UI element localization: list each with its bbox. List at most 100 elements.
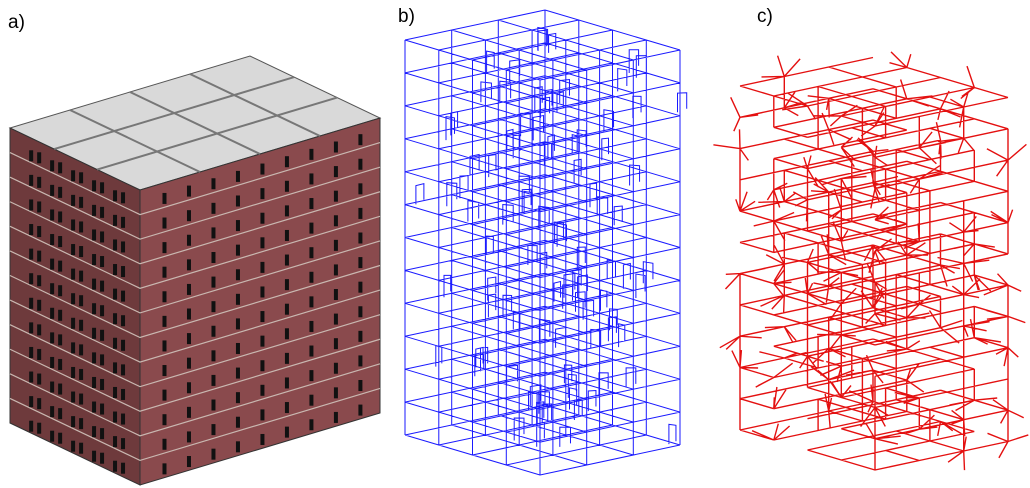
- window: [285, 181, 289, 192]
- window: [260, 213, 264, 224]
- window: [79, 221, 83, 232]
- window: [29, 224, 33, 235]
- window: [29, 347, 33, 358]
- window: [309, 370, 313, 381]
- window: [285, 255, 289, 266]
- window: [334, 412, 338, 423]
- window: [162, 390, 166, 401]
- window: [37, 374, 41, 385]
- window: [211, 424, 215, 435]
- window: [236, 294, 240, 305]
- window: [58, 384, 62, 395]
- window: [211, 203, 215, 214]
- window: [100, 404, 104, 415]
- window: [260, 360, 264, 371]
- window: [334, 264, 338, 275]
- window: [358, 183, 362, 194]
- window: [334, 314, 338, 325]
- window: [37, 300, 41, 311]
- window: [236, 171, 240, 182]
- window: [79, 320, 83, 331]
- window: [162, 316, 166, 327]
- window: [358, 331, 362, 342]
- graph-model: [713, 52, 1028, 470]
- window: [79, 418, 83, 429]
- window: [187, 333, 191, 344]
- figure: a) b) c): [0, 0, 1030, 488]
- window: [358, 306, 362, 317]
- building-render: [10, 56, 380, 485]
- window: [285, 279, 289, 290]
- window: [58, 261, 62, 272]
- window: [236, 392, 240, 403]
- window: [211, 449, 215, 460]
- window: [58, 162, 62, 173]
- window: [121, 414, 125, 425]
- window: [58, 433, 62, 444]
- window: [92, 279, 96, 290]
- window: [285, 328, 289, 339]
- window: [358, 208, 362, 219]
- window: [113, 387, 117, 398]
- window: [58, 334, 62, 345]
- window: [334, 166, 338, 177]
- window: [113, 289, 117, 300]
- window: [92, 377, 96, 388]
- panel-label: b): [398, 6, 415, 27]
- window: [100, 231, 104, 242]
- window: [187, 358, 191, 369]
- window: [50, 406, 54, 417]
- window: [236, 441, 240, 452]
- window: [236, 245, 240, 256]
- window: [211, 178, 215, 189]
- window: [121, 192, 125, 203]
- window: [58, 236, 62, 247]
- window: [211, 277, 215, 288]
- window: [79, 394, 83, 405]
- window: [50, 308, 54, 319]
- window: [211, 375, 215, 386]
- window: [37, 177, 41, 188]
- window: [260, 336, 264, 347]
- window: [29, 421, 33, 432]
- window: [71, 244, 75, 255]
- window: [58, 285, 62, 296]
- window: [358, 257, 362, 268]
- window: [79, 369, 83, 380]
- window: [113, 264, 117, 275]
- window: [260, 409, 264, 420]
- window: [29, 372, 33, 383]
- window: [37, 398, 41, 409]
- window: [334, 240, 338, 251]
- window: [187, 210, 191, 221]
- window: [79, 246, 83, 257]
- window: [92, 352, 96, 363]
- window: [50, 431, 54, 442]
- window: [309, 346, 313, 357]
- window: [309, 395, 313, 406]
- window: [260, 188, 264, 199]
- window: [50, 332, 54, 343]
- window: [236, 368, 240, 379]
- window: [113, 313, 117, 324]
- window: [236, 318, 240, 329]
- window: [236, 220, 240, 231]
- window: [162, 365, 166, 376]
- window: [121, 315, 125, 326]
- window: [29, 298, 33, 309]
- window: [29, 175, 33, 186]
- window: [334, 387, 338, 398]
- window: [334, 363, 338, 374]
- window: [71, 195, 75, 206]
- window: [100, 453, 104, 464]
- window: [29, 249, 33, 260]
- window: [50, 283, 54, 294]
- window: [29, 396, 33, 407]
- window: [29, 199, 33, 210]
- window: [309, 223, 313, 234]
- window: [92, 229, 96, 240]
- window: [236, 343, 240, 354]
- window: [187, 284, 191, 295]
- window: [121, 266, 125, 277]
- window: [121, 364, 125, 375]
